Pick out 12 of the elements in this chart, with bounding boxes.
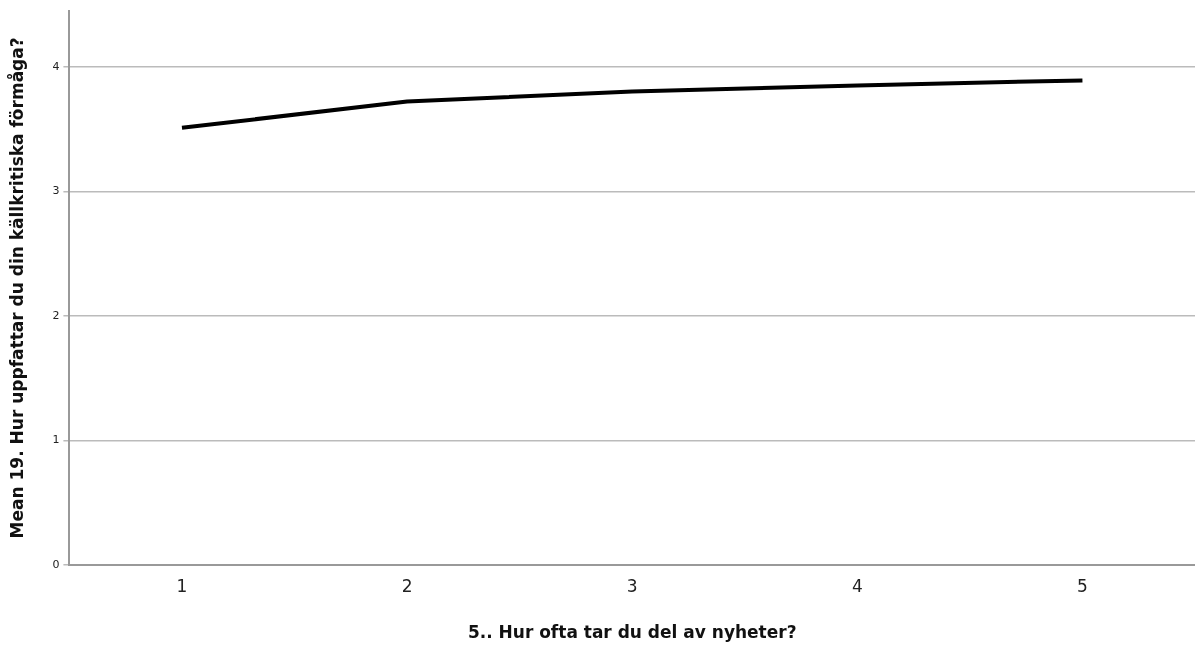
y-axis-title: Mean 19. Hur uppfattar du din källkritiska förmåga?: [5, 37, 27, 539]
x-tick-label: 4: [851, 575, 863, 596]
x-tick-label: 3: [626, 575, 638, 596]
y-tick-label: 3: [52, 184, 60, 198]
x-axis-title: 5.. Hur ofta tar du del av nyheter?: [467, 622, 797, 643]
x-tick-label: 5: [1077, 575, 1088, 596]
x-tick-label: 2: [401, 575, 413, 596]
y-tick-label: 4: [52, 59, 60, 73]
y-tick-label: 0: [52, 558, 60, 572]
x-tick-label: 1: [176, 575, 188, 596]
y-tick-label: 2: [52, 308, 60, 322]
y-tick-label: 1: [52, 433, 60, 447]
